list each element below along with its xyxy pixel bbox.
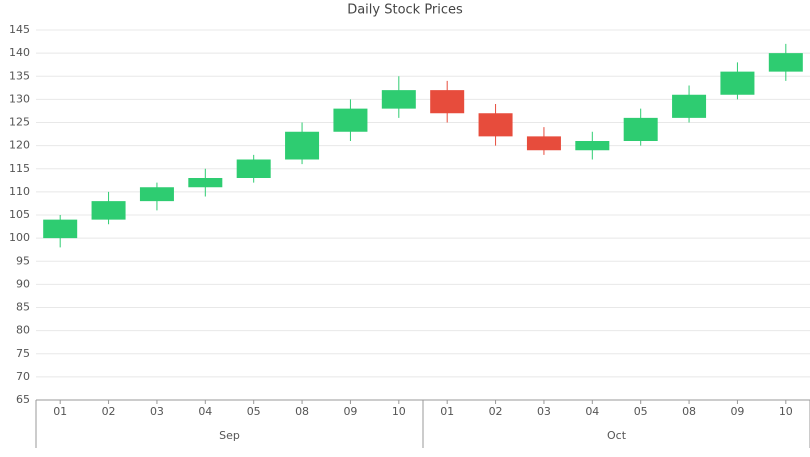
x-group-label: Sep [219, 429, 240, 442]
y-tick-label: 125 [9, 116, 30, 129]
x-tick-label: 08 [682, 405, 696, 418]
y-tick-label: 85 [16, 301, 30, 314]
candle-body [720, 71, 755, 95]
candle-body [236, 159, 271, 178]
candle-body [575, 141, 610, 151]
y-tick-label: 105 [9, 208, 30, 221]
x-tick-label: 02 [489, 405, 503, 418]
x-tick-label: 09 [730, 405, 744, 418]
x-tick-label: 04 [585, 405, 599, 418]
y-tick-label: 130 [9, 92, 30, 105]
y-tick-label: 80 [16, 324, 30, 337]
y-tick-label: 145 [9, 23, 30, 36]
candle-body [672, 94, 707, 118]
x-tick-label: 08 [295, 405, 309, 418]
y-tick-label: 70 [16, 370, 30, 383]
y-tick-label: 75 [16, 347, 30, 360]
x-tick-label: 04 [198, 405, 212, 418]
x-group-label: Oct [607, 429, 627, 442]
candle-body [91, 201, 126, 220]
x-tick-label: 01 [53, 405, 67, 418]
y-tick-label: 95 [16, 254, 30, 267]
chart-title: Daily Stock Prices [347, 3, 463, 18]
y-tick-label: 65 [16, 393, 30, 406]
x-tick-label: 03 [537, 405, 551, 418]
y-tick-label: 115 [9, 162, 30, 175]
x-tick-label: 01 [440, 405, 454, 418]
y-tick-label: 90 [16, 277, 30, 290]
y-tick-label: 140 [9, 46, 30, 59]
x-tick-label: 05 [634, 405, 648, 418]
candle-body [478, 113, 513, 137]
y-tick-label: 100 [9, 231, 30, 244]
candle-body [43, 219, 78, 239]
candle-body [333, 108, 368, 132]
x-tick-label: 10 [779, 405, 793, 418]
y-tick-label: 120 [9, 139, 30, 152]
candle-body [623, 117, 658, 141]
candle-body [430, 90, 465, 114]
y-tick-label: 110 [9, 185, 30, 198]
candle-body [139, 187, 174, 202]
candle-body [526, 136, 561, 151]
x-tick-label: 03 [150, 405, 164, 418]
x-tick-label: 02 [102, 405, 116, 418]
x-tick-label: 10 [392, 405, 406, 418]
x-tick-label: 05 [247, 405, 261, 418]
candle-body [285, 131, 320, 160]
y-tick-label: 135 [9, 69, 30, 82]
candle-body [381, 90, 416, 109]
candle-body [768, 53, 803, 72]
x-tick-label: 09 [343, 405, 357, 418]
candle-body [188, 178, 223, 188]
